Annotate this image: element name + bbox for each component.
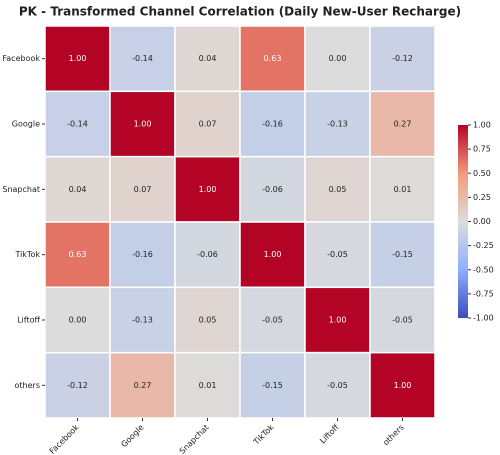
colorbar-tick-label: -0.75 — [473, 289, 494, 298]
y-tick-label: Snapchat — [2, 185, 40, 194]
heatmap-cell — [369, 25, 436, 93]
cell-label: -0.14 — [132, 54, 153, 63]
cell-label: 0.04 — [199, 54, 217, 63]
cell-label: -0.05 — [262, 316, 283, 325]
x-tick-label: Facebook — [48, 423, 81, 455]
cell-label: 0.27 — [134, 381, 152, 390]
cell-label: 0.00 — [69, 316, 87, 325]
heatmap-cell — [109, 155, 176, 223]
heatmap-cell — [109, 90, 176, 158]
heatmap-cell — [44, 351, 111, 419]
cell-label: 1.00 — [134, 120, 152, 129]
heatmap-cell — [239, 90, 306, 158]
heatmap-cell — [304, 155, 371, 223]
cell-label: 0.27 — [394, 120, 412, 129]
colorbar-tick-label: -0.50 — [473, 265, 494, 274]
colorbar-tick-label: 1.00 — [473, 121, 491, 130]
colorbar-tick-label: 0.75 — [473, 145, 491, 154]
cell-label: 0.01 — [394, 185, 412, 194]
heatmap-cell — [44, 221, 111, 289]
cell-label: 1.00 — [199, 185, 217, 194]
colorbar-tick-label: 0.50 — [473, 169, 491, 178]
heatmap-cell — [174, 286, 241, 354]
colorbar-tick-label: 0.25 — [473, 193, 491, 202]
heatmap-cell — [174, 221, 241, 289]
y-tick-label: Liftoff — [17, 316, 40, 325]
heatmap-cell — [109, 25, 176, 93]
cell-label: -0.13 — [327, 120, 348, 129]
y-tick-label: Facebook — [2, 54, 40, 63]
cell-label: 0.00 — [329, 54, 347, 63]
cell-label: 1.00 — [264, 250, 282, 259]
heatmap-cell — [44, 25, 111, 93]
cell-label: -0.12 — [392, 54, 413, 63]
x-tick-label: TikTok — [251, 423, 276, 448]
cell-label: -0.14 — [67, 120, 88, 129]
cell-label: 0.04 — [69, 185, 87, 194]
heatmap-cell — [239, 155, 306, 223]
cell-label: 0.05 — [199, 316, 217, 325]
cell-label: 0.63 — [264, 54, 282, 63]
cell-label: 0.07 — [199, 120, 217, 129]
heatmap-cell — [239, 221, 306, 289]
cell-label: -0.15 — [262, 381, 283, 390]
cell-label: -0.15 — [392, 250, 413, 259]
heatmap-cell — [369, 155, 436, 223]
colorbar-tick-label: 0.00 — [473, 217, 491, 226]
x-tick-label: others — [381, 423, 405, 447]
y-tick-label: TikTok — [14, 250, 40, 259]
colorbar — [458, 125, 468, 318]
heatmap-cell — [369, 286, 436, 354]
chart-title: PK - Transformed Channel Correlation (Da… — [19, 5, 461, 19]
heatmap-cell — [369, 351, 436, 419]
colorbar-tick-label: -0.25 — [473, 241, 494, 250]
cell-label: -0.16 — [132, 250, 153, 259]
heatmap-cell — [304, 286, 371, 354]
cell-label: -0.05 — [392, 316, 413, 325]
cell-label: -0.05 — [327, 250, 348, 259]
heatmap-cell — [304, 221, 371, 289]
cell-label: 0.07 — [134, 185, 152, 194]
cell-label: 0.05 — [329, 185, 347, 194]
colorbar-tick-label: -1.00 — [473, 314, 494, 323]
cell-label: -0.13 — [132, 316, 153, 325]
x-tick-label: Liftoff — [318, 422, 341, 445]
heatmap-cell — [239, 286, 306, 354]
cell-label: -0.05 — [327, 381, 348, 390]
cell-label: 1.00 — [394, 381, 412, 390]
heatmap-cell — [369, 221, 436, 289]
cell-label: -0.16 — [262, 120, 283, 129]
y-tick-label: others — [15, 381, 40, 390]
heatmap-cell — [109, 221, 176, 289]
y-tick-label: Google — [12, 120, 40, 129]
x-tick-label: Google — [119, 423, 145, 449]
cell-label: 0.01 — [199, 381, 217, 390]
cell-label: -0.06 — [197, 250, 218, 259]
x-tick-label: Snapchat — [178, 423, 211, 455]
cell-label: -0.06 — [262, 185, 283, 194]
cell-label: -0.12 — [67, 381, 88, 390]
heatmap-cell — [369, 90, 436, 158]
cell-label: 1.00 — [69, 54, 87, 63]
cell-label: 0.63 — [69, 250, 87, 259]
cell-label: 1.00 — [329, 316, 347, 325]
